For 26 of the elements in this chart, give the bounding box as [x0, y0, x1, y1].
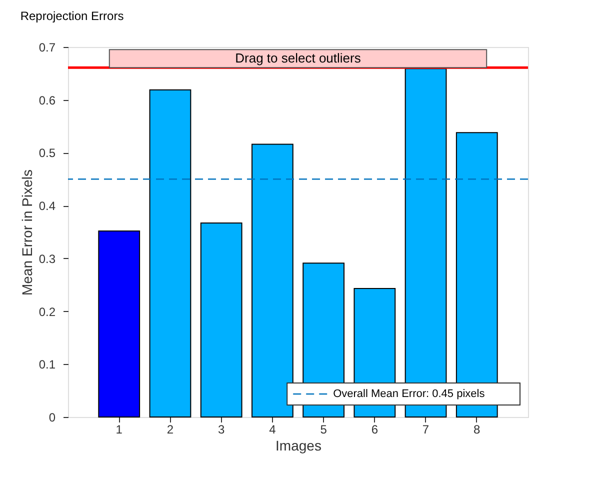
x-tick-label: 8 [474, 422, 481, 436]
y-tick-label: 0.5 [38, 146, 56, 160]
x-axis-title: Images [276, 438, 322, 454]
y-tick-label: 0.7 [38, 40, 56, 54]
x-tick-label: 3 [218, 422, 225, 436]
bar [149, 89, 192, 418]
y-tick-label: 0.1 [38, 358, 56, 372]
y-tick-label: 0.3 [38, 252, 56, 266]
y-tick-label: 0.2 [38, 304, 56, 319]
legend-label: Overall Mean Error: 0.45 pixels [333, 388, 486, 400]
y-tick-label: 0 [48, 410, 56, 424]
chart-title: Reprojection Errors [20, 9, 124, 23]
bar [252, 144, 294, 418]
x-tick-label: 5 [320, 422, 328, 436]
x-tick-label: 7 [422, 422, 430, 436]
y-tick-label: 0.6 [38, 93, 56, 108]
band-label: Drag to select outliers [235, 50, 362, 66]
bar [200, 222, 242, 418]
bar [456, 132, 498, 418]
bar [98, 230, 140, 418]
x-tick-label: 4 [269, 422, 276, 436]
x-tick-label: 2 [166, 422, 174, 436]
y-axis-title: Mean Error in Pixels [18, 169, 35, 296]
x-tick-label: 6 [371, 422, 378, 436]
y-tick-label: 0.4 [38, 199, 56, 214]
x-tick-label: 1 [116, 422, 123, 436]
